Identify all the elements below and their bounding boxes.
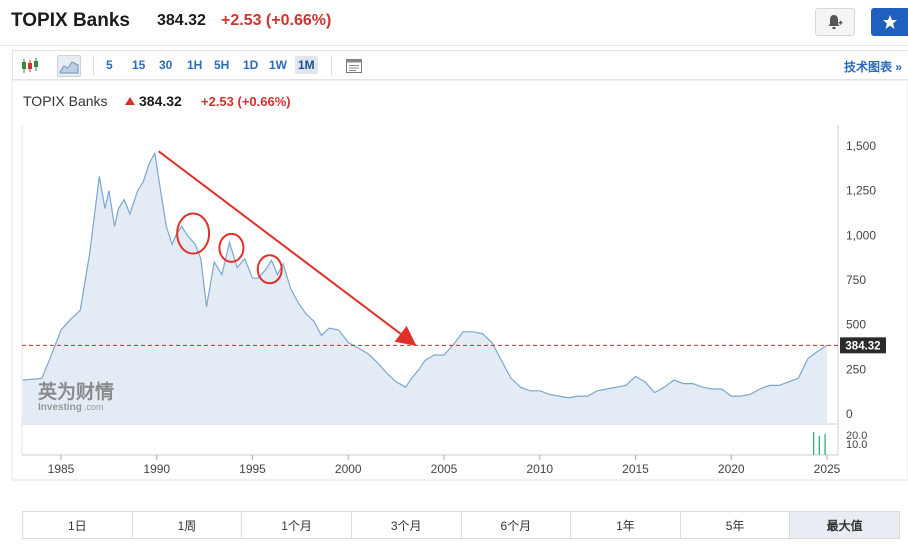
x-tick-label: 2015: [622, 462, 649, 476]
timeframe-1h[interactable]: 1H: [187, 58, 203, 72]
volume-tick-label: 20.0: [846, 430, 867, 442]
timeframe-5[interactable]: 5: [106, 58, 113, 72]
y-tick-label: 1,500: [846, 139, 876, 153]
range-tab-1y[interactable]: 1年: [571, 512, 681, 538]
watchlist-star-button[interactable]: [871, 8, 908, 36]
chart-toolbar: 5 15 30 1H 5H 1D 1W 1M 技术图表 »: [12, 50, 908, 80]
timeframe-5h[interactable]: 5H: [214, 58, 230, 72]
highlight-circle: [176, 212, 211, 255]
candlestick-chart-button[interactable]: [19, 55, 41, 77]
table-view-button[interactable]: [343, 55, 365, 77]
timeframe-1w[interactable]: 1W: [269, 58, 287, 72]
x-tick-label: 2010: [526, 462, 553, 476]
candlestick-icon: [22, 58, 38, 73]
area-chart-button[interactable]: [57, 55, 81, 77]
chart-change: +2.53 (+0.66%): [201, 94, 291, 109]
volume-tick-label: 10.0: [846, 439, 867, 451]
volume-layer: 20.010.0: [812, 430, 867, 455]
range-tab-6m[interactable]: 6个月: [462, 512, 572, 538]
y-tick-label: 1,250: [846, 184, 876, 198]
current-value-label: 384.32: [845, 340, 880, 352]
table-icon: [346, 59, 362, 73]
price-area: [22, 153, 827, 424]
watermark-en: Investing: [38, 402, 82, 413]
highlight-circle: [256, 254, 283, 285]
header-divider: [0, 45, 908, 46]
header-price: 384.32: [157, 12, 206, 29]
x-tick-label: 2025: [814, 462, 841, 476]
watermark-cn: 英为财情: [38, 380, 114, 403]
range-tab-1d[interactable]: 1日: [23, 512, 133, 538]
watermark-suffix: .com: [84, 402, 104, 412]
x-tick-label: 2005: [431, 462, 458, 476]
y-tick-label: 250: [846, 362, 866, 376]
range-tab-5y[interactable]: 5年: [681, 512, 791, 538]
y-tick-label: 500: [846, 318, 866, 332]
price-line: [22, 151, 828, 399]
star-icon: [882, 15, 897, 29]
x-tick-label: 1985: [48, 462, 75, 476]
x-tick-label: 2020: [718, 462, 745, 476]
timeframe-1d[interactable]: 1D: [243, 58, 259, 72]
annotation-layer: [158, 150, 417, 346]
y-tick-label: 1,000: [846, 228, 876, 242]
range-tab-1w[interactable]: 1周: [133, 512, 243, 538]
range-tab-1m[interactable]: 1个月: [242, 512, 352, 538]
current-value-badge: [840, 337, 886, 354]
timeframe-15[interactable]: 15: [132, 58, 146, 72]
toolbar-divider: [331, 56, 332, 76]
up-arrow-icon: [125, 97, 135, 105]
timeframe-1m[interactable]: 1M: [295, 56, 318, 74]
investing-watermark: 英为财情 Investing .com: [38, 380, 114, 413]
x-tick-label: 1990: [143, 462, 170, 476]
page-title: TOPIX Banks: [11, 10, 130, 31]
toolbar-divider: [93, 56, 94, 76]
y-tick-label: 0: [846, 407, 853, 421]
area-layer: [22, 151, 828, 424]
bell-plus-icon: [828, 15, 843, 29]
current-value-layer: 384.32: [22, 337, 886, 354]
timeframe-30[interactable]: 30: [159, 58, 173, 72]
chart-title: TOPIX Banks: [23, 93, 108, 109]
range-tabs: 1日 1周 1个月 3个月 6个月 1年 5年 最大值: [22, 511, 900, 539]
add-alert-button[interactable]: [815, 8, 855, 36]
x-axis-ticks: 1985 1990 1995 2000 2005 2010 2015 2020 2025: [48, 455, 841, 476]
area-chart-icon: [59, 61, 79, 74]
chart-price: 384.32: [139, 93, 182, 109]
range-tab-3m[interactable]: 3个月: [352, 512, 462, 538]
highlight-circle: [218, 232, 245, 263]
y-axis-ticks: 0 250 500 750 1,000 1,250 1,500: [846, 139, 876, 421]
x-tick-label: 2000: [335, 462, 362, 476]
advanced-chart-link[interactable]: 技术图表 »: [843, 60, 902, 74]
range-tab-max[interactable]: 最大值: [790, 512, 899, 538]
x-tick-label: 1995: [239, 462, 266, 476]
page-header: TOPIX Banks 384.32 +2.53 (+0.66%): [0, 0, 908, 46]
chart-frame: [11, 79, 908, 481]
y-tick-label: 750: [846, 273, 866, 287]
header-change: +2.53 (+0.66%): [221, 12, 332, 29]
trend-arrow: [158, 150, 417, 346]
